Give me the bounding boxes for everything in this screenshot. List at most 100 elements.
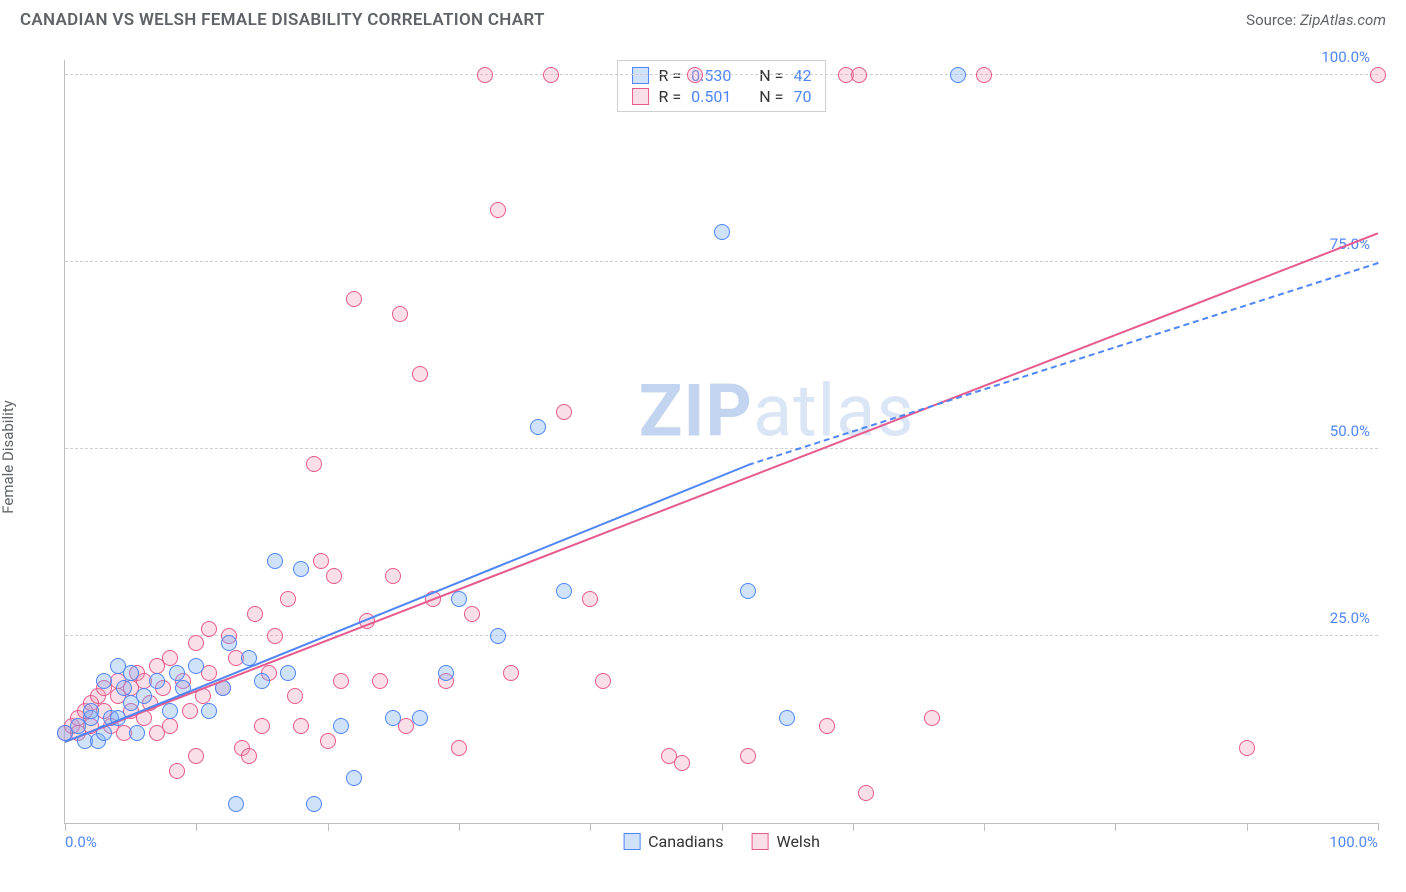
- scatter-point-pink: [188, 635, 204, 651]
- scatter-point-blue: [188, 658, 204, 674]
- legend-label: Welsh: [776, 832, 819, 851]
- stats-row: R =0.501 N =70: [632, 86, 812, 107]
- scatter-point-blue: [779, 710, 795, 726]
- scatter-point-blue: [280, 665, 296, 681]
- source-attribution: Source: ZipAtlas.com: [1246, 11, 1386, 29]
- scatter-point-pink: [313, 553, 329, 569]
- scatter-point-pink: [490, 202, 506, 218]
- scatter-point-pink: [188, 748, 204, 764]
- x-tick: [328, 823, 329, 831]
- x-tick: [65, 823, 66, 831]
- scatter-point-blue: [714, 224, 730, 240]
- scatter-point-blue: [136, 688, 152, 704]
- scatter-point-pink: [740, 748, 756, 764]
- trendline-blue: [65, 464, 749, 743]
- scatter-point-blue: [221, 635, 237, 651]
- scatter-point-pink: [595, 673, 611, 689]
- scatter-point-pink: [976, 67, 992, 83]
- scatter-point-pink: [503, 665, 519, 681]
- scatter-point-blue: [149, 673, 165, 689]
- x-tick: [1378, 823, 1379, 831]
- scatter-point-pink: [674, 755, 690, 771]
- scatter-point-blue: [740, 583, 756, 599]
- scatter-point-pink: [162, 718, 178, 734]
- plot-area: ZIPatlas R =0.530 N =42R =0.501 N =70 Ca…: [64, 60, 1378, 824]
- scatter-point-blue: [162, 703, 178, 719]
- scatter-point-blue: [385, 710, 401, 726]
- scatter-point-pink: [247, 606, 263, 622]
- x-tick-label: 0.0%: [65, 833, 97, 851]
- scatter-point-pink: [477, 67, 493, 83]
- x-tick: [984, 823, 985, 831]
- scatter-point-pink: [464, 606, 480, 622]
- scatter-point-blue: [129, 725, 145, 741]
- scatter-point-pink: [543, 67, 559, 83]
- trendline-pink: [65, 232, 1379, 743]
- y-tick-label: 100.0%: [1321, 48, 1370, 66]
- scatter-point-pink: [293, 718, 309, 734]
- scatter-point-blue: [438, 665, 454, 681]
- scatter-point-blue: [169, 665, 185, 681]
- scatter-point-pink: [346, 291, 362, 307]
- scatter-point-pink: [851, 67, 867, 83]
- scatter-point-pink: [241, 748, 257, 764]
- chart-title: CANADIAN VS WELSH FEMALE DISABILITY CORR…: [20, 10, 545, 30]
- scatter-point-blue: [228, 796, 244, 812]
- scatter-point-pink: [372, 673, 388, 689]
- scatter-point-blue: [123, 665, 139, 681]
- scatter-point-blue: [530, 419, 546, 435]
- gridline: [65, 635, 1378, 636]
- scatter-point-pink: [924, 710, 940, 726]
- scatter-point-blue: [267, 553, 283, 569]
- scatter-point-blue: [412, 710, 428, 726]
- scatter-point-pink: [333, 673, 349, 689]
- scatter-point-blue: [201, 703, 217, 719]
- gridline: [65, 261, 1378, 262]
- swatch-pink: [632, 88, 649, 105]
- scatter-point-pink: [451, 740, 467, 756]
- scatter-point-blue: [333, 718, 349, 734]
- scatter-point-blue: [83, 703, 99, 719]
- scatter-point-pink: [182, 703, 198, 719]
- scatter-point-blue: [556, 583, 572, 599]
- x-tick: [1115, 823, 1116, 831]
- scatter-point-pink: [392, 306, 408, 322]
- scatter-point-blue: [306, 796, 322, 812]
- scatter-point-blue: [490, 628, 506, 644]
- legend-label: Canadians: [648, 832, 723, 851]
- scatter-point-blue: [116, 680, 132, 696]
- scatter-point-pink: [169, 763, 185, 779]
- chart-container: Female Disability ZIPatlas R =0.530 N =4…: [18, 40, 1388, 874]
- scatter-point-blue: [96, 673, 112, 689]
- x-tick: [459, 823, 460, 831]
- x-tick: [853, 823, 854, 831]
- legend: Canadians Welsh: [623, 832, 820, 851]
- scatter-point-pink: [326, 568, 342, 584]
- swatch-pink: [751, 833, 768, 850]
- scatter-point-blue: [254, 673, 270, 689]
- scatter-point-pink: [287, 688, 303, 704]
- scatter-point-blue: [950, 67, 966, 83]
- scatter-point-pink: [858, 785, 874, 801]
- x-tick: [590, 823, 591, 831]
- scatter-point-blue: [451, 591, 467, 607]
- x-tick: [1247, 823, 1248, 831]
- scatter-point-pink: [556, 404, 572, 420]
- y-tick-label: 25.0%: [1330, 609, 1370, 627]
- watermark: ZIPatlas: [639, 368, 915, 453]
- legend-item: Canadians: [623, 832, 723, 851]
- scatter-point-pink: [412, 366, 428, 382]
- y-tick-label: 50.0%: [1330, 422, 1370, 440]
- scatter-point-pink: [385, 568, 401, 584]
- scatter-point-blue: [293, 561, 309, 577]
- gridline: [65, 74, 1378, 75]
- scatter-point-pink: [819, 718, 835, 734]
- stats-box: R =0.530 N =42R =0.501 N =70: [617, 60, 827, 112]
- scatter-point-pink: [201, 621, 217, 637]
- scatter-point-pink: [267, 628, 283, 644]
- scatter-point-pink: [162, 650, 178, 666]
- stats-row: R =0.530 N =42: [632, 65, 812, 86]
- scatter-point-blue: [346, 770, 362, 786]
- scatter-point-pink: [306, 456, 322, 472]
- x-tick: [722, 823, 723, 831]
